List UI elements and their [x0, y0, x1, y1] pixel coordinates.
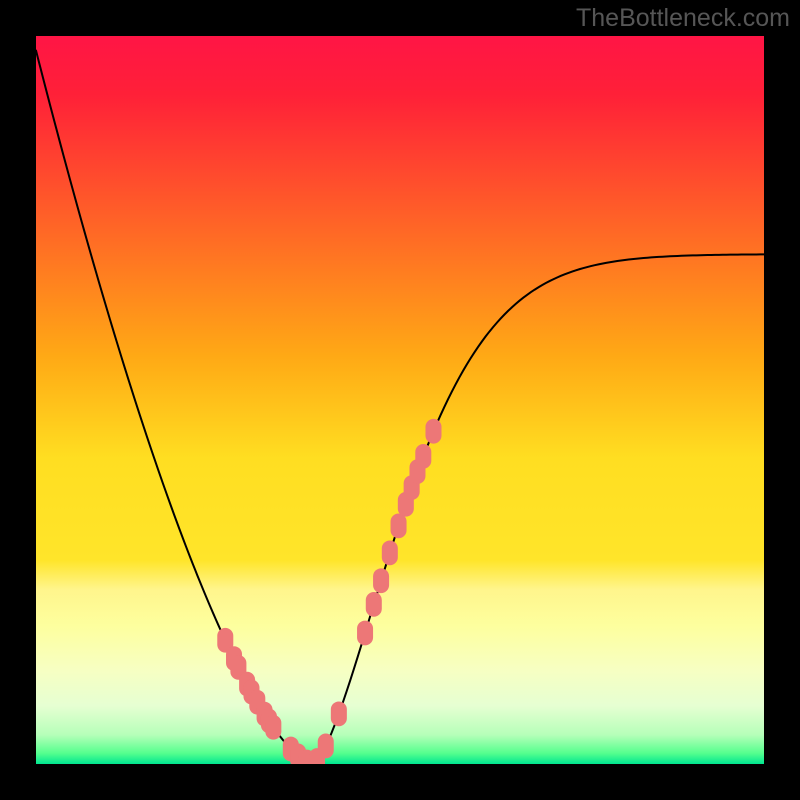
curve-marker: [318, 734, 334, 759]
curve-marker: [366, 592, 382, 617]
watermark-text: TheBottleneck.com: [576, 4, 790, 33]
curve-marker: [331, 701, 347, 726]
curve-marker: [357, 621, 373, 646]
curve-marker: [265, 715, 281, 740]
curve-marker: [373, 568, 389, 593]
curve-marker: [425, 419, 441, 444]
gradient-background: [36, 36, 764, 764]
chart-area: [36, 36, 764, 764]
curve-marker: [415, 444, 431, 469]
curve-marker: [382, 540, 398, 565]
curve-marker: [391, 513, 407, 538]
